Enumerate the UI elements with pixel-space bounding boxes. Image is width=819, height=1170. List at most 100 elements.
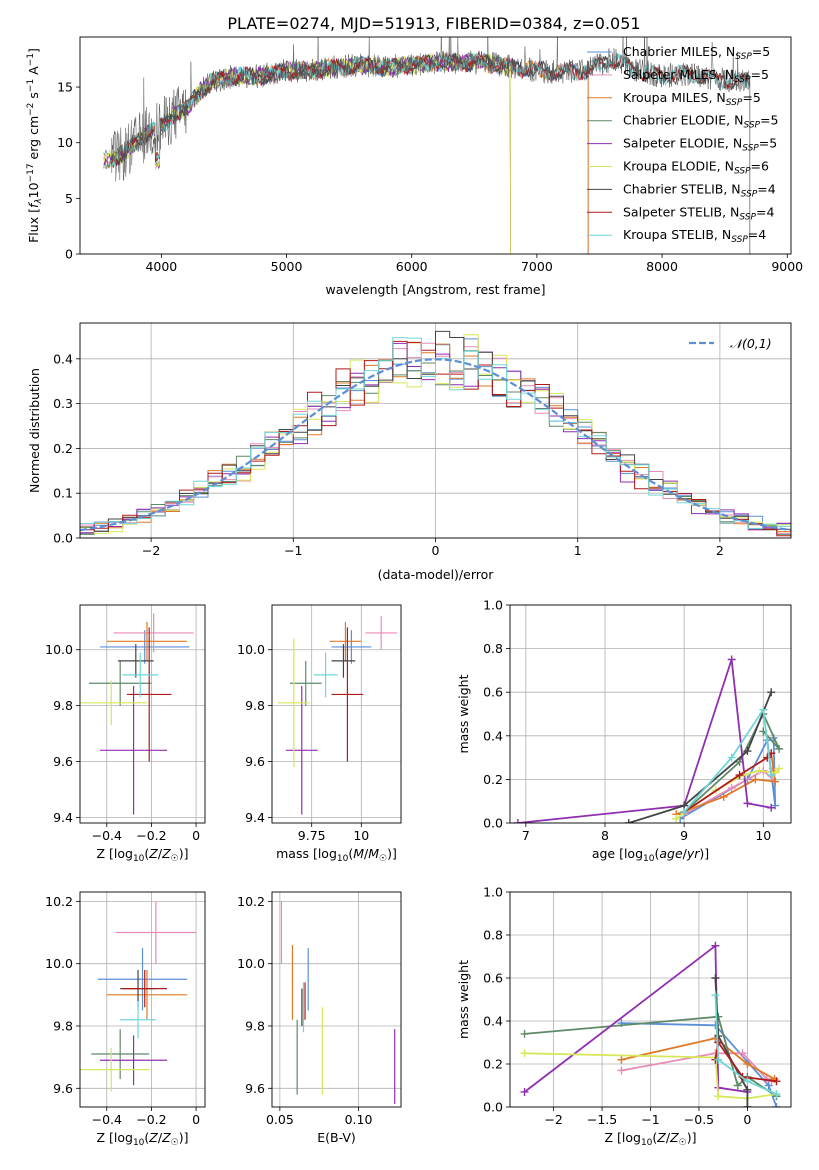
axes-frame [509,891,792,1108]
weight-line [621,1037,775,1080]
y-tick-label: 15 [57,80,73,95]
weight-marker [759,705,768,714]
weight-marker [755,766,764,775]
errorbar-chabrier-elodie [289,660,322,706]
weight-marker [727,655,736,664]
weight-marker [727,753,736,762]
spectrum-panel: 4000 5000 6000 7000 8000 9000 0 5 10 15 wavelength… [26,36,803,297]
errorbar-chabrier-elodie [91,1029,150,1079]
plot-area [80,330,791,537]
errorbar-salpeter-elodie [100,1035,168,1086]
spectrum-observed-line [111,37,750,182]
weight-series-kroupa-miles [617,1034,779,1084]
y-tick-label: 1.0 [483,598,503,613]
y-tick-label: 0.0 [483,816,503,831]
axes-frame [79,322,792,539]
x-tick-label: 0.10 [345,1112,373,1127]
errorbar-kroupa-elodie [80,680,147,726]
axes-frame [79,604,206,824]
weight-marker [672,814,681,823]
weight-series-kroupa-stelib [680,705,776,817]
y-tick-label: 10.2 [45,894,73,909]
histogram-salpeter-stelib [80,340,791,537]
x-tick-label: 9 [680,828,688,843]
legend-label-chabrier-miles: Chabrier MILES, NSSP=5 [623,44,770,62]
legend-label-chabrier-elodie: Chabrier ELODIE, NSSP=5 [623,113,778,131]
errorbar-kroupa-miles [106,969,188,1020]
errorbar-chabrier-elodie [88,660,152,706]
plot-area [280,901,396,1104]
spectrum-model-chabrier-miles [103,52,589,254]
y-tick-label: 10.0 [45,642,73,657]
y-tick-label: 0.8 [483,928,503,943]
weight-marker [727,784,736,793]
errorbar-kroupa-stelib [313,652,338,698]
y-tick-label: 9.8 [245,698,265,713]
weight-line [683,708,773,813]
y-tick-label: 0.2 [53,441,73,456]
x-tick-label: −0.2 [136,1112,166,1127]
weight-series-kroupa-stelib [711,991,781,1099]
errorbar-chabrier-miles [331,630,372,664]
age-vs-metallicity-panel: −0.4 −0.2 0 9.4 9.6 9.8 10.0 Z [log10(Z/Z☉)] [45,604,206,864]
legend-label-salpeter-stelib: Salpeter STELIB, NSSP=4 [623,204,774,222]
errorbar-kroupa-miles [106,621,188,661]
weight-marker [520,1049,529,1058]
y-axis-label: mass weight [456,960,471,1039]
x-tick-label: −2 [142,543,160,558]
weight-line [714,995,777,1095]
x-tick-label: 1 [574,543,582,558]
y-tick-label: 9.8 [53,1018,73,1033]
plot-area [80,901,197,1092]
x-tick-label: 0 [192,1112,200,1127]
spectrum-model-chabrier-elodie [103,52,511,254]
errorbar-salpeter-stelib [126,627,172,762]
legend-label-kroupa-elodie: Kroupa ELODIE, NSSP=6 [623,159,769,177]
axes-frame [79,36,792,255]
legend-label-chabrier-stelib: Chabrier STELIB, NSSP=4 [623,181,776,199]
y-tick-label: 0.4 [53,351,73,366]
weight-marker [772,1077,781,1086]
weight-marker [743,1060,752,1068]
errorbar-salpeter-miles [115,901,197,964]
x-tick-label: 4000 [145,259,177,274]
errorbar-salpeter-elodie [100,686,168,815]
plot-area [520,941,781,1107]
histogram-kroupa-elodie [80,334,791,534]
y-tick-label: 9.4 [53,810,73,825]
y-tick-label: 9.6 [53,754,73,769]
errorbar-kroupa-miles [329,621,362,661]
y-tick-label: 0.4 [483,1014,503,1029]
mass-weight-vs-metallicity-panel: −2 −1.5 −1 −0.5 0 0.0 0.2 0.4 0.6 0.8 1.0 Z [log10(… [456,885,792,1148]
errorbar-salpeter-stelib [331,627,364,762]
y-tick-label: 10.0 [237,956,265,971]
legend-label-normal: 𝒩(0,1) [730,336,772,351]
y-tick-label: 0.0 [483,1100,503,1115]
errorbar-chabrier-miles [97,948,188,1011]
errorbar-chabrier-stelib [117,644,154,678]
x-tick-label: 7 [522,828,530,843]
weight-marker [764,1081,773,1090]
x-tick-label: −0.4 [92,828,122,843]
legend-label-kroupa-miles: Kroupa MILES, NSSP=5 [623,90,761,108]
x-axis-label: Z [log10(Z/Z☉)] [604,1130,696,1148]
weight-line [523,944,748,1093]
weight-line [517,658,772,823]
x-tick-label: −1 [284,543,302,558]
errorbar-chabrier-miles [100,630,190,664]
mass-vs-metallicity-panel: −0.4 −0.2 0 9.6 9.8 10.0 10.2 Z [log10(Z/Z☉)] [45,891,206,1148]
weight-marker [751,775,760,784]
spectrum-model-salpeter-miles [103,52,589,254]
weight-marker [617,1055,626,1064]
weight-marker [735,771,744,780]
errorbar-kroupa-elodie [80,1047,150,1092]
errorbar-salpeter-elodie [285,686,318,815]
errorbar-salpeter-miles [113,613,194,653]
residuals-panel: −2 −1 0 1 2 0.0 0.1 0.2 0.3 0.4 (data-model)/error… [27,322,792,582]
axes-frame [509,604,792,824]
legend-label-salpeter-elodie: Salpeter ELODIE, NSSP=5 [623,136,777,154]
x-tick-label: 8 [601,828,609,843]
weight-marker [680,808,689,817]
x-tick-label: −0.2 [136,828,166,843]
x-axis-label: wavelength [Angstrom, rest frame] [325,282,545,297]
